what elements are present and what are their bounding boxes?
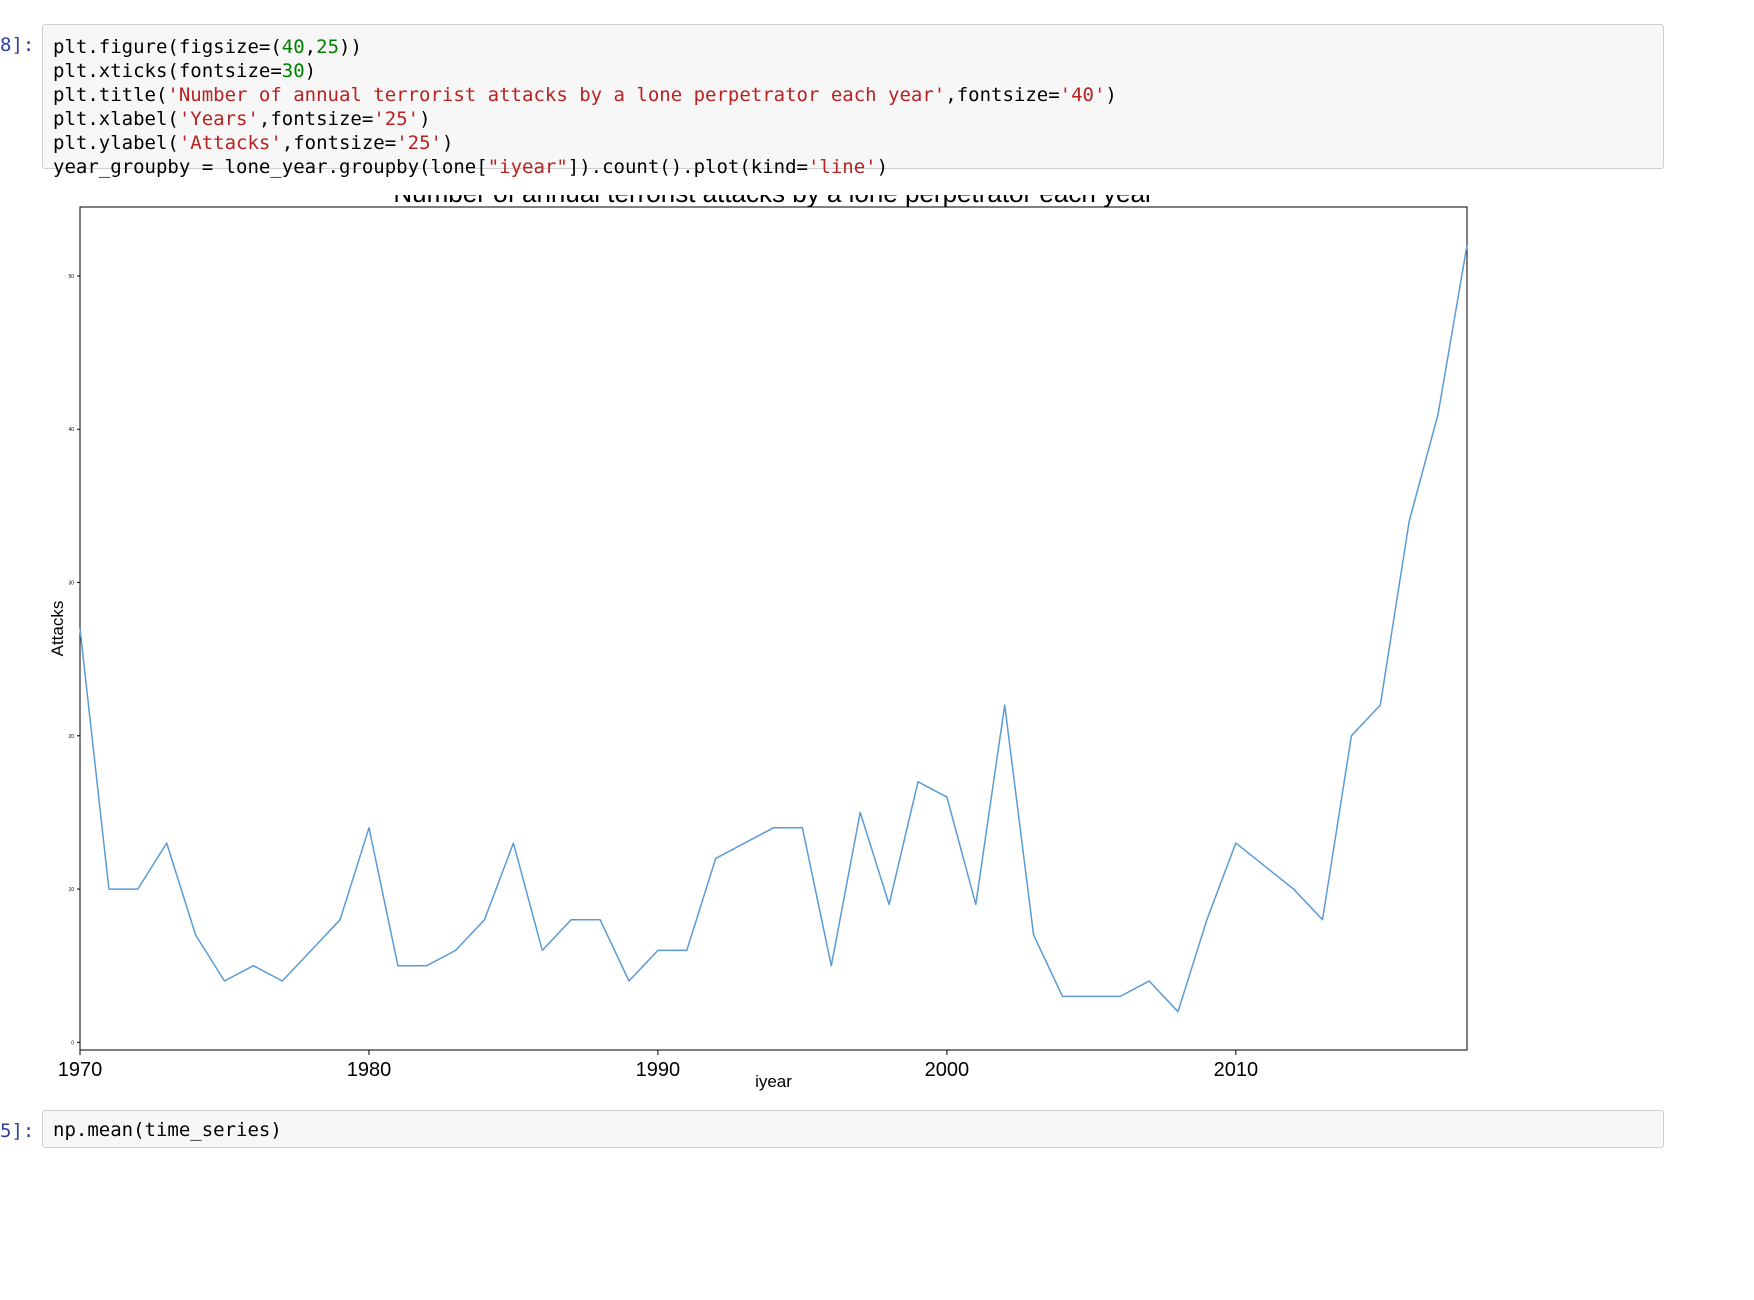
x-tick-label: 1990 [636, 1059, 681, 1081]
code-token: 'Number of annual terrorist attacks by a… [167, 84, 946, 106]
code-token: ) [419, 108, 431, 130]
code-cell-2[interactable]: np.mean(time_series) [42, 1110, 1664, 1148]
code-token: ,fontsize= [945, 84, 1060, 106]
series-line [79, 245, 1468, 1013]
y-tick-label: 40 [68, 427, 74, 433]
code-token: '40' [1059, 84, 1106, 106]
code-editor-2[interactable]: np.mean(time_series) [53, 1118, 282, 1142]
code-token: 'Attacks' [178, 132, 282, 154]
code-cell-1[interactable]: plt.figure(figsize=(40,25)) plt.xticks(fo… [42, 24, 1664, 178]
code-token: 30 [281, 60, 305, 82]
code-token: plt.xticks(fontsize= [53, 60, 282, 82]
code-token: ) [876, 156, 889, 178]
code-token: 40 [281, 36, 305, 58]
y-tick-label: 50 [68, 274, 74, 280]
code-line: plt.title('Number of annual terrorist at… [53, 83, 1117, 107]
code-token: year_groupby = lone_year.groupby(lone[ [53, 156, 488, 178]
x-tick-label: 1970 [58, 1059, 103, 1081]
code-token: ) [441, 132, 454, 154]
y-axis-label: Attacks [48, 601, 67, 657]
code-token: ,fontsize= [258, 108, 374, 130]
code-token: 'Years' [178, 108, 259, 130]
line-chart: Number of annual terrorist attacks by a … [48, 195, 1468, 1091]
code-line: plt.xticks(fontsize=30) [53, 59, 1117, 83]
cell-prompt-1: 8]: [0, 34, 35, 56]
code-token: np.mean(time_series) [53, 1119, 282, 1141]
code-line: np.mean(time_series) [53, 1118, 282, 1142]
code-token: '25' [373, 108, 420, 130]
plot-frame [79, 206, 1468, 1051]
x-tick-label: 2000 [925, 1059, 970, 1081]
y-tick-label: 30 [68, 581, 74, 587]
code-token: plt.xlabel( [53, 108, 179, 130]
code-line: plt.figure(figsize=(40,25)) [53, 35, 1117, 59]
y-tick-label: 0 [71, 1040, 74, 1046]
x-axis-label: iyear [755, 1072, 792, 1091]
code-token: ]).count().plot(kind= [567, 156, 808, 178]
code-token: ) [304, 60, 317, 82]
code-token: , [304, 36, 317, 58]
code-token: '25' [396, 132, 442, 154]
code-token: ,fontsize= [281, 132, 397, 154]
x-tick-label: 2010 [1214, 1059, 1259, 1081]
code-token: 'line' [807, 156, 877, 178]
code-line: plt.xlabel('Years',fontsize='25') [53, 107, 1117, 131]
code-token: )) [339, 36, 362, 58]
code-line: year_groupby = lone_year.groupby(lone["i… [53, 155, 1117, 179]
code-token: plt.title( [53, 84, 168, 106]
code-token: 25 [316, 36, 340, 58]
code-editor-1[interactable]: plt.figure(figsize=(40,25)) plt.xticks(fo… [53, 35, 1117, 179]
code-token: plt.ylabel( [53, 132, 179, 154]
code-token: "iyear" [487, 156, 568, 178]
code-token: ) [1105, 84, 1117, 106]
y-tick-label: 20 [68, 734, 74, 740]
chart-title: Number of annual terrorist attacks by a … [393, 195, 1154, 208]
x-tick-label: 1980 [347, 1059, 392, 1081]
y-tick-label: 10 [68, 887, 74, 893]
code-line: plt.ylabel('Attacks',fontsize='25') [53, 131, 1117, 155]
cell-prompt-2: 5]: [0, 1120, 35, 1142]
code-token: plt.figure(figsize=( [53, 36, 282, 58]
